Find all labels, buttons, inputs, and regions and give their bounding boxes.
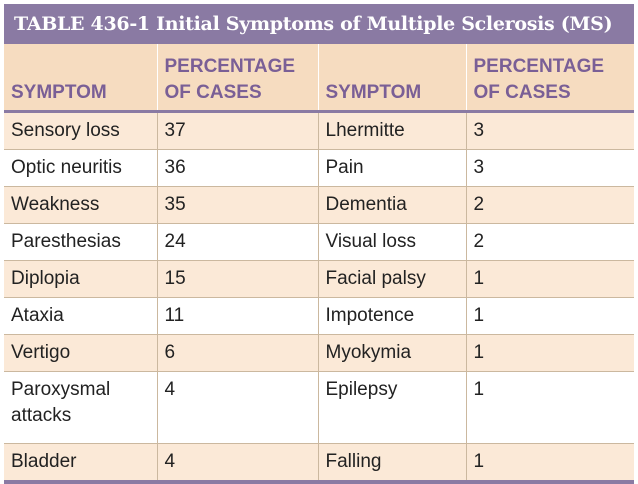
header-percentage-1: PERCENTAGE OF CASES bbox=[156, 44, 318, 113]
percentage-cell: 15 bbox=[156, 260, 318, 298]
symptom-cell: Weakness bbox=[4, 186, 157, 224]
percentage-cell: 37 bbox=[156, 111, 318, 150]
percentage-cell: 11 bbox=[156, 297, 318, 335]
table-figure: TABLE 436-1 Initial Symptoms of Multiple… bbox=[4, 4, 634, 484]
symptom-cell: Ataxia bbox=[4, 297, 157, 335]
table-row: Ataxia 11 Impotence 1 bbox=[4, 297, 634, 335]
table-row: Bladder 4 Falling 1 bbox=[4, 443, 634, 480]
percentage-cell: 36 bbox=[156, 149, 318, 187]
percentage-cell: 2 bbox=[465, 223, 634, 261]
symptom-cell: Sensory loss bbox=[4, 111, 157, 150]
percentage-cell: 1 bbox=[465, 371, 634, 444]
table-row: Paresthesias 24 Visual loss 2 bbox=[4, 223, 634, 261]
symptom-cell: Visual loss bbox=[317, 223, 466, 261]
percentage-cell: 3 bbox=[465, 111, 634, 150]
symptom-cell: Optic neuritis bbox=[4, 149, 157, 187]
symptom-cell: Epilepsy bbox=[317, 371, 466, 444]
table-row: Weakness 35 Dementia 2 bbox=[4, 186, 634, 224]
symptoms-table: SYMPTOM PERCENTAGE OF CASES SYMPTOM PERCE… bbox=[4, 44, 634, 480]
table-row: Paroxysmal attacks 4 Epilepsy 1 bbox=[4, 371, 634, 444]
percentage-cell: 4 bbox=[156, 443, 318, 480]
symptom-cell: Vertigo bbox=[4, 334, 157, 372]
header-percentage-2: PERCENTAGE OF CASES bbox=[465, 44, 634, 113]
symptom-cell: Impotence bbox=[317, 297, 466, 335]
symptom-cell: Bladder bbox=[4, 443, 157, 480]
symptom-cell: Lhermitte bbox=[317, 111, 466, 150]
symptom-cell: Paresthesias bbox=[4, 223, 157, 261]
symptom-cell: Falling bbox=[317, 443, 466, 480]
table-row: Sensory loss 37 Lhermitte 3 bbox=[4, 111, 634, 150]
percentage-cell: 35 bbox=[156, 186, 318, 224]
percentage-cell: 1 bbox=[465, 260, 634, 298]
symptom-cell: Dementia bbox=[317, 186, 466, 224]
percentage-cell: 3 bbox=[465, 149, 634, 187]
percentage-cell: 1 bbox=[465, 443, 634, 480]
table-row: Optic neuritis 36 Pain 3 bbox=[4, 149, 634, 187]
table-row: Vertigo 6 Myokymia 1 bbox=[4, 334, 634, 372]
header-symptom-2: SYMPTOM bbox=[317, 44, 466, 113]
table-row: Diplopia 15 Facial palsy 1 bbox=[4, 260, 634, 298]
symptom-cell: Paroxysmal attacks bbox=[4, 371, 157, 444]
symptom-cell: Diplopia bbox=[4, 260, 157, 298]
percentage-cell: 6 bbox=[156, 334, 318, 372]
percentage-cell: 4 bbox=[156, 371, 318, 444]
bottom-rule bbox=[4, 480, 634, 484]
percentage-cell: 2 bbox=[465, 186, 634, 224]
table-title: TABLE 436-1 Initial Symptoms of Multiple… bbox=[4, 4, 634, 44]
symptom-cell: Pain bbox=[317, 149, 466, 187]
percentage-cell: 1 bbox=[465, 334, 634, 372]
symptom-cell: Facial palsy bbox=[317, 260, 466, 298]
header-symptom-1: SYMPTOM bbox=[4, 44, 157, 113]
header-row: SYMPTOM PERCENTAGE OF CASES SYMPTOM PERCE… bbox=[4, 44, 634, 113]
symptom-cell: Myokymia bbox=[317, 334, 466, 372]
percentage-cell: 24 bbox=[156, 223, 318, 261]
percentage-cell: 1 bbox=[465, 297, 634, 335]
